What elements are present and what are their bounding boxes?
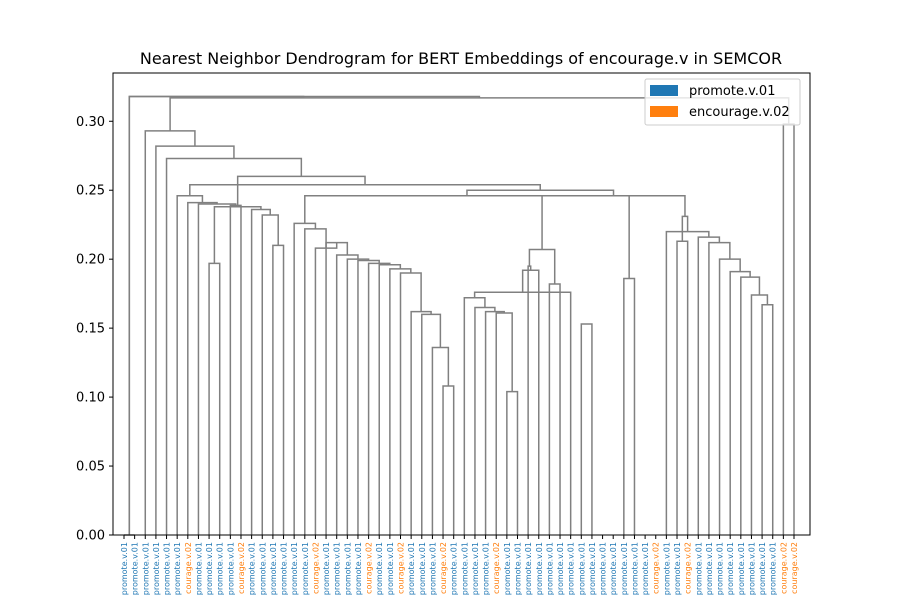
leaf-label: promote.v.01: [662, 542, 671, 595]
leaf-label: courage.v.02: [311, 542, 320, 594]
leaf-label: promote.v.01: [694, 542, 703, 595]
dendrogram-links: [124, 95, 795, 536]
leaf-label: courage.v.02: [397, 542, 406, 594]
legend: promote.v.01 encourage.v.02: [644, 78, 801, 126]
leaf-label: promote.v.01: [524, 542, 533, 595]
leaf-label: promote.v.01: [343, 542, 352, 595]
leaf-label: promote.v.01: [194, 542, 203, 595]
leaf-label: promote.v.01: [460, 542, 469, 595]
y-tick-label: 0.20: [76, 253, 105, 268]
leaf-label: promote.v.01: [120, 542, 129, 595]
y-tick-label: 0.30: [76, 115, 105, 130]
leaf-label: promote.v.01: [609, 542, 618, 595]
legend-label-encourage: encourage.v.02: [689, 105, 790, 120]
leaf-label: promote.v.01: [588, 542, 597, 595]
leaf-label: courage.v.02: [237, 542, 246, 594]
leaf-label: promote.v.01: [545, 542, 554, 595]
leaf-label: promote.v.01: [769, 542, 778, 595]
leaf-label: promote.v.01: [386, 542, 395, 595]
legend-swatch-promote: [650, 85, 678, 96]
leaf-label: courage.v.02: [365, 542, 374, 594]
leaf-label: promote.v.01: [290, 542, 299, 595]
leaf-label: promote.v.01: [205, 542, 214, 595]
leaf-labels: promote.v.01 promote.v.01 promote.v.01 prom…: [120, 535, 799, 595]
y-tick-label: 0.25: [76, 184, 105, 199]
legend-label-promote: promote.v.01: [689, 84, 775, 99]
leaf-label: courage.v.02: [684, 542, 693, 594]
leaf-label: promote.v.01: [567, 542, 576, 595]
leaf-label: promote.v.01: [354, 542, 363, 595]
y-axis: 0.00 0.05 0.10 0.15 0.20 0.25 0.30: [76, 115, 113, 544]
leaf-label: promote.v.01: [173, 542, 182, 595]
legend-swatch-encourage: [650, 106, 678, 117]
dendrogram-link: [128, 95, 305, 535]
leaf-label: promote.v.01: [599, 542, 608, 595]
leaf-label: promote.v.01: [163, 542, 172, 595]
leaf-label: promote.v.01: [726, 542, 735, 595]
leaf-label: promote.v.01: [737, 542, 746, 595]
leaf-label: promote.v.01: [375, 542, 384, 595]
leaf-label: promote.v.01: [577, 542, 586, 595]
y-tick-label: 0.00: [76, 529, 105, 544]
leaf-label: courage.v.02: [184, 542, 193, 594]
leaf-label: promote.v.01: [513, 542, 522, 595]
leaf-label: courage.v.02: [779, 542, 788, 594]
leaf-label: promote.v.01: [471, 542, 480, 595]
leaf-label: promote.v.01: [705, 542, 714, 595]
leaf-label: promote.v.01: [248, 542, 257, 595]
leaf-label: promote.v.01: [226, 542, 235, 595]
leaf-label: promote.v.01: [152, 542, 161, 595]
leaf-label: promote.v.01: [620, 542, 629, 595]
leaf-label: promote.v.01: [301, 542, 310, 595]
leaf-label: courage.v.02: [439, 542, 448, 594]
leaf-label: promote.v.01: [673, 542, 682, 595]
leaf-label: promote.v.01: [450, 542, 459, 595]
plot-frame: [112, 72, 811, 536]
leaf-label: promote.v.01: [131, 542, 140, 595]
leaf-label: promote.v.01: [716, 542, 725, 595]
leaf-label: courage.v.02: [790, 542, 799, 594]
leaf-label: promote.v.01: [333, 542, 342, 595]
leaf-label: promote.v.01: [630, 542, 639, 595]
leaf-label: courage.v.02: [492, 542, 501, 594]
leaf-label: courage.v.02: [652, 542, 661, 594]
leaf-label: promote.v.01: [269, 542, 278, 595]
leaf-label: promote.v.01: [428, 542, 437, 595]
leaf-label: promote.v.01: [407, 542, 416, 595]
leaf-label: promote.v.01: [258, 542, 267, 595]
leaf-label: promote.v.01: [216, 542, 225, 595]
y-tick-label: 0.10: [76, 391, 105, 406]
leaf-label: promote.v.01: [482, 542, 491, 595]
leaf-label: promote.v.01: [747, 542, 756, 595]
leaf-label: promote.v.01: [280, 542, 289, 595]
leaf-label: promote.v.01: [758, 542, 767, 595]
leaf-label: promote.v.01: [641, 542, 650, 595]
leaf-label: promote.v.01: [141, 542, 150, 595]
leaf-label: promote.v.01: [556, 542, 565, 595]
leaf-label: promote.v.01: [418, 542, 427, 595]
dendrogram-link: [580, 323, 593, 535]
leaf-label: promote.v.01: [503, 542, 512, 595]
leaf-label: promote.v.01: [535, 542, 544, 595]
legend-box: [644, 78, 801, 126]
leaf-label: promote.v.01: [322, 542, 331, 595]
chart-title: Nearest Neighbor Dendrogram for BERT Emb…: [140, 49, 782, 68]
y-tick-label: 0.15: [76, 322, 105, 337]
y-tick-label: 0.05: [76, 460, 105, 475]
